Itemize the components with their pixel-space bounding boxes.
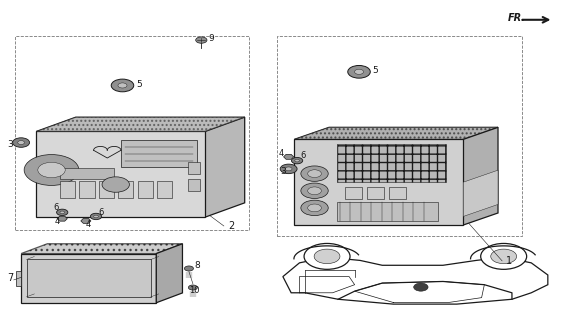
Circle shape (94, 215, 98, 218)
Bar (345, 187, 362, 199)
Bar (99, 181, 114, 198)
Text: 7: 7 (7, 273, 13, 283)
Bar (188, 180, 200, 191)
Bar (188, 162, 200, 174)
Polygon shape (283, 257, 548, 304)
Circle shape (295, 159, 299, 162)
Bar (121, 140, 197, 167)
Text: FR.: FR. (508, 13, 526, 23)
Text: 5: 5 (136, 80, 142, 89)
Polygon shape (205, 117, 245, 217)
Polygon shape (294, 140, 463, 225)
Bar (277, 36, 522, 236)
Circle shape (291, 157, 303, 164)
Bar (60, 181, 75, 198)
Text: 4: 4 (55, 217, 60, 226)
Text: 8: 8 (194, 261, 200, 270)
Circle shape (280, 164, 297, 174)
Bar (15, 36, 249, 230)
Polygon shape (57, 216, 67, 221)
Polygon shape (284, 154, 294, 159)
Circle shape (285, 167, 292, 171)
Circle shape (354, 69, 363, 74)
Text: 1: 1 (506, 256, 512, 266)
Bar (60, 168, 114, 179)
Polygon shape (36, 117, 245, 132)
Bar (157, 181, 172, 198)
Circle shape (196, 37, 207, 43)
Bar (389, 187, 406, 199)
Text: 3: 3 (7, 140, 13, 149)
Polygon shape (156, 244, 182, 303)
Circle shape (18, 141, 24, 144)
Text: 4: 4 (86, 220, 91, 229)
Text: 10: 10 (189, 285, 199, 295)
Polygon shape (21, 253, 156, 303)
Text: 5: 5 (372, 66, 378, 76)
Bar (79, 181, 95, 198)
Circle shape (481, 244, 526, 269)
Bar (27, 260, 151, 297)
Circle shape (91, 213, 102, 220)
Circle shape (102, 177, 130, 192)
Bar (138, 181, 153, 198)
Text: 6: 6 (53, 203, 58, 212)
Polygon shape (36, 132, 205, 217)
Bar (118, 181, 134, 198)
Polygon shape (463, 127, 498, 225)
Polygon shape (294, 127, 498, 140)
Circle shape (38, 162, 65, 178)
Text: 2: 2 (228, 221, 234, 231)
Polygon shape (463, 170, 498, 216)
Circle shape (348, 66, 370, 78)
Circle shape (308, 187, 321, 195)
Circle shape (301, 200, 328, 216)
Circle shape (304, 244, 350, 269)
Circle shape (12, 138, 29, 147)
Bar (337, 144, 447, 182)
Circle shape (24, 155, 79, 185)
Text: 9: 9 (209, 34, 215, 43)
Circle shape (308, 204, 321, 212)
Polygon shape (81, 219, 91, 223)
Polygon shape (21, 244, 182, 253)
Polygon shape (36, 117, 245, 132)
Circle shape (185, 266, 194, 271)
Bar (337, 202, 438, 221)
Circle shape (111, 79, 134, 92)
Text: 4: 4 (279, 149, 284, 158)
Circle shape (118, 83, 127, 88)
Circle shape (57, 209, 68, 215)
Circle shape (60, 211, 65, 214)
Text: 3: 3 (280, 167, 286, 176)
Text: 6: 6 (98, 208, 104, 217)
Text: 6: 6 (300, 151, 305, 160)
Circle shape (308, 170, 321, 178)
Circle shape (491, 249, 517, 264)
Bar (16, 271, 21, 285)
Circle shape (301, 183, 328, 198)
Bar (367, 187, 384, 199)
Circle shape (314, 249, 340, 264)
Polygon shape (294, 127, 498, 140)
Circle shape (414, 283, 428, 291)
Circle shape (188, 285, 198, 290)
Circle shape (301, 166, 328, 181)
